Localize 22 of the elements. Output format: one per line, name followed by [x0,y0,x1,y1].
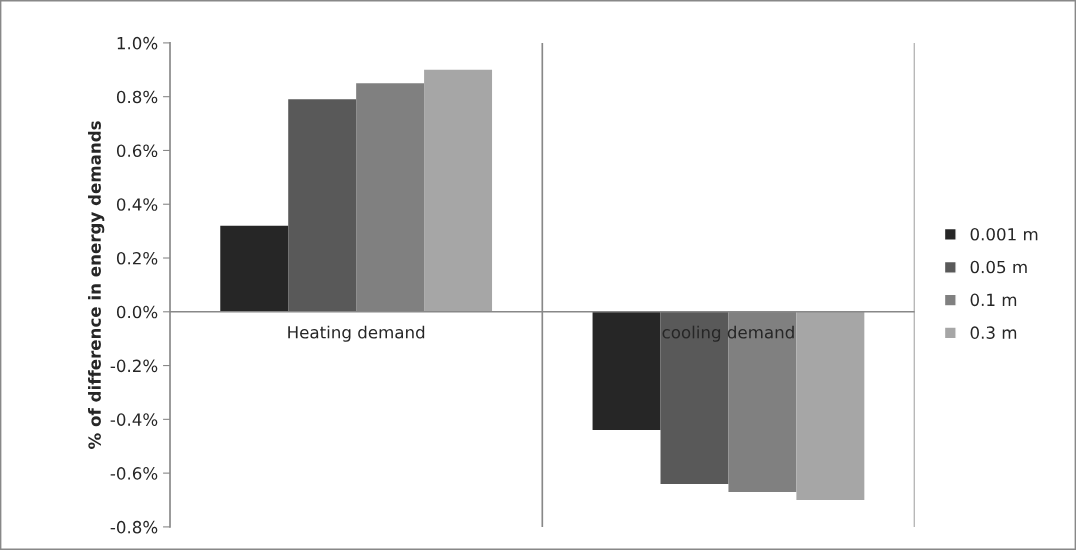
y-tick-label: -0.2% [110,359,158,373]
y-tick-label: 1.0% [117,36,158,50]
legend-label: 0.05 m [970,260,1027,274]
bar [660,311,729,484]
y-tick-label: -0.8% [110,520,158,534]
bar [288,99,357,312]
y-tick-label: 0.4% [116,198,158,211]
y-tick-label: -0.4% [110,413,158,426]
y-tick-label: 0.6% [116,144,158,158]
y-tick-label: 0.0% [116,305,158,319]
y-axis-title: % of difference in energy demands [88,121,105,449]
y-tick-label: 0.2% [116,251,158,265]
legend-label: 0.1 m [970,293,1017,307]
bar [220,225,289,312]
y-tick-label: 0.8% [116,90,158,104]
legend-label: 0.001 m [970,227,1038,241]
bar [592,311,661,431]
legend-label: 0.3 m [970,326,1017,339]
bar [424,69,493,312]
bar [796,311,865,501]
y-tick-label: -0.6% [110,467,158,480]
x-tick-label: Heating demand [288,325,425,342]
